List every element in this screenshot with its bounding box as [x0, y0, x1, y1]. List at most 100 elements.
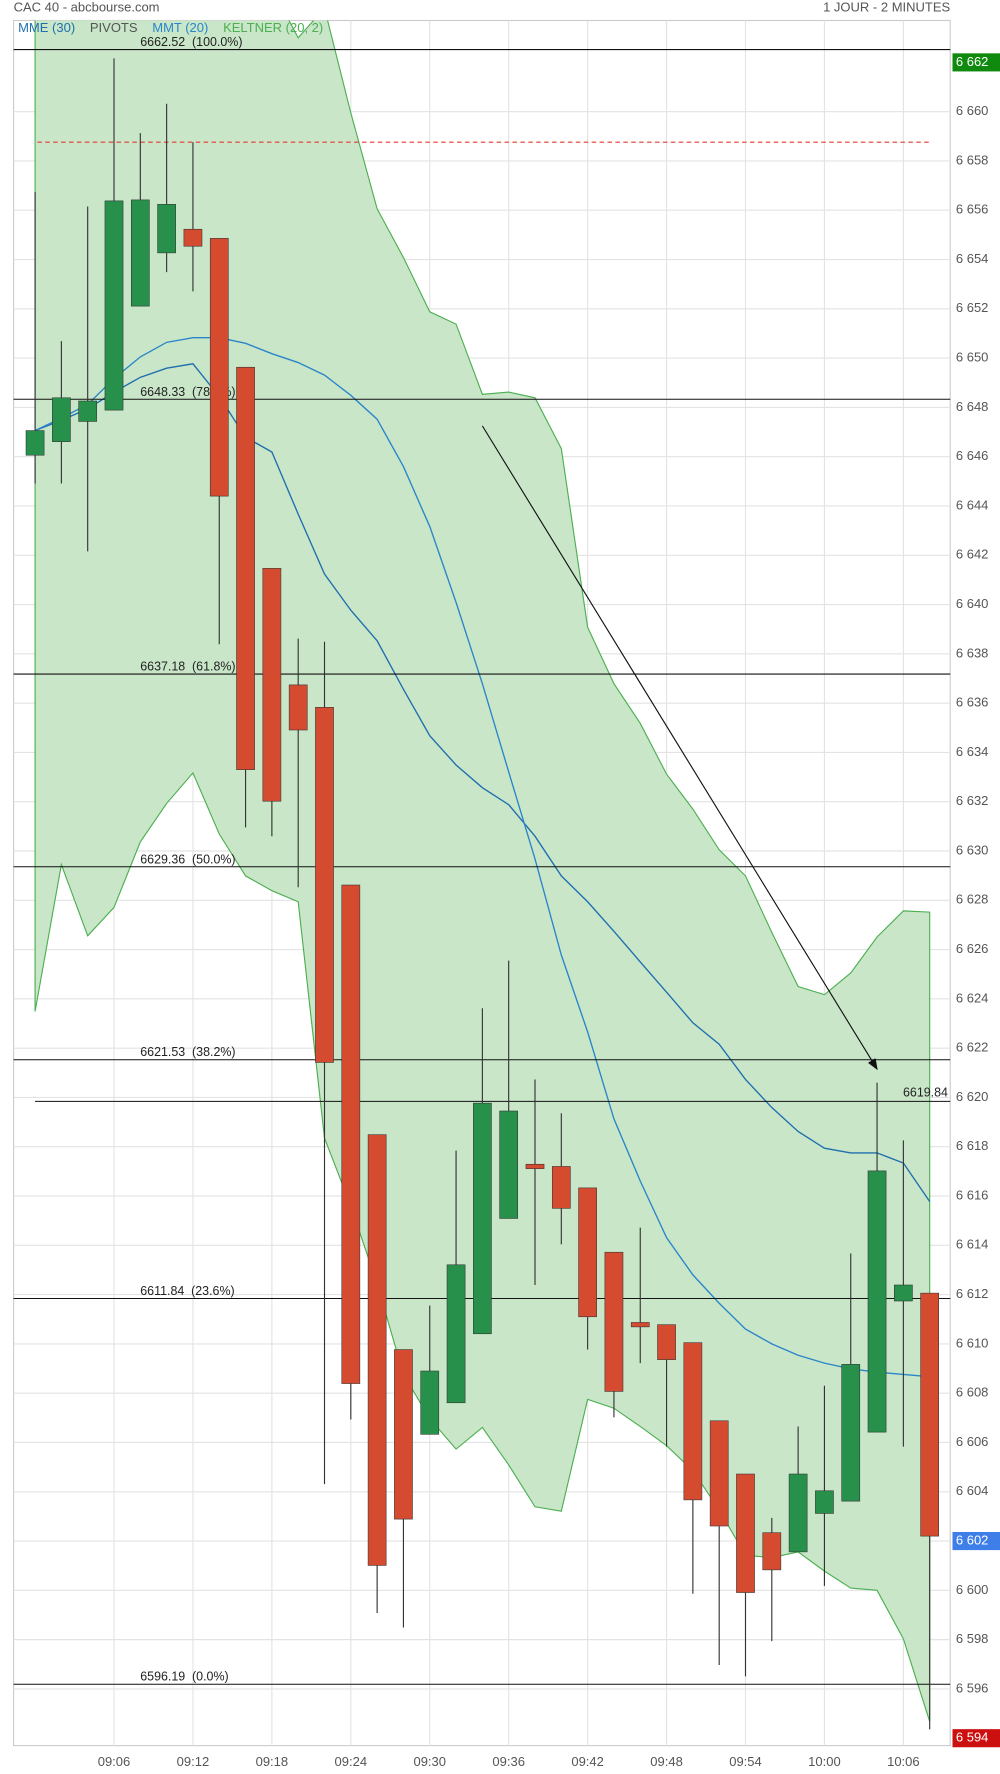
candle-body: [736, 1473, 755, 1593]
y-tick-label: 6 648: [956, 399, 989, 414]
candle-body: [657, 1324, 676, 1360]
candle-body: [52, 397, 71, 442]
price-marker: [952, 1729, 1000, 1748]
candle-body: [815, 1490, 834, 1514]
y-tick-label: 6 606: [956, 1434, 989, 1449]
candle-body: [788, 1473, 808, 1553]
candle-body: [104, 200, 124, 411]
fib-price: 6648.33: [140, 385, 185, 399]
candle-body: [78, 400, 98, 422]
y-tick-label: 6 654: [956, 251, 989, 266]
y-tick-label: 6 632: [956, 793, 989, 808]
trend-arrow: [481, 425, 878, 1071]
candle-body: [236, 366, 255, 770]
y-tick-label: 6 634: [956, 744, 989, 759]
x-tick-label: 09:12: [177, 1754, 210, 1769]
y-tick-label: 6 612: [956, 1286, 989, 1301]
x-tick-label: 09:18: [256, 1754, 289, 1769]
y-tick-label: 6 604: [956, 1483, 989, 1498]
candle-body: [288, 684, 308, 731]
y-tick-label: 6 650: [956, 350, 989, 365]
y-tick-label: 6 630: [956, 842, 989, 857]
fib-ratio: (61.8%): [192, 660, 236, 674]
y-tick-label: 6 640: [956, 596, 989, 611]
y-tick-label: 6 610: [956, 1335, 989, 1350]
y-tick-label: 6 646: [956, 448, 989, 463]
x-tick-label: 09:36: [492, 1754, 525, 1769]
x-tick-label: 10:00: [808, 1754, 841, 1769]
fib-ratio: (0.0%): [192, 1670, 229, 1684]
y-tick-label: 6 622: [956, 1040, 989, 1055]
candle-body: [841, 1364, 861, 1502]
fib-price: 6596.19: [140, 1670, 185, 1684]
x-tick-label: 09:48: [650, 1754, 683, 1769]
indicator-line: [34, 336, 930, 1378]
fib-ratio: (38.2%): [192, 1045, 236, 1059]
y-tick-label: 6 600: [956, 1582, 989, 1597]
price-line-label: 6619.84: [903, 1086, 948, 1100]
candle-body: [420, 1370, 440, 1435]
candle-body: [394, 1349, 413, 1520]
candle-body: [130, 199, 150, 307]
fib-price: 6621.53: [140, 1045, 185, 1059]
y-tick-label: 6 652: [956, 300, 989, 315]
candle-body: [867, 1170, 887, 1433]
price-marker: [952, 1531, 1000, 1551]
x-tick-label: 09:30: [413, 1754, 446, 1769]
candle-body: [367, 1134, 387, 1566]
chart-title: CAC 40 - abcbourse.com: [14, 0, 160, 14]
plot-frame: [13, 19, 951, 1747]
y-tick-label: 6 638: [956, 645, 989, 660]
candle-body: [762, 1532, 782, 1571]
candle-body: [894, 1284, 913, 1302]
y-tick-label: 6 642: [956, 547, 989, 562]
candle-body: [157, 204, 176, 254]
y-tick-label: 6 660: [956, 103, 989, 118]
price-marker: [952, 53, 1000, 72]
legend-entry: MMT (20): [152, 20, 208, 35]
candle-body: [341, 884, 361, 1384]
fib-ratio: (100.0%): [192, 35, 242, 49]
price-marker-label: 6 662: [956, 54, 989, 69]
y-tick-label: 6 596: [956, 1680, 989, 1695]
candle-body: [262, 568, 282, 802]
x-tick-label: 10:06: [887, 1754, 920, 1769]
y-tick-label: 6 608: [956, 1385, 989, 1400]
candle-body: [630, 1322, 650, 1328]
candle-body: [525, 1163, 545, 1169]
price-marker-label: 6 594: [956, 1730, 989, 1745]
y-tick-label: 6 636: [956, 695, 989, 710]
candle-body: [183, 228, 203, 247]
legend-entry: KELTNER (20, 2): [223, 20, 323, 35]
candle-body: [473, 1102, 492, 1335]
marks: 6662.52(100.0%)6648.33(78.6%)6637.18(61.…: [13, 35, 1000, 1748]
fib-price: 6629.36: [140, 852, 185, 866]
chart-subtitle: 1 JOUR - 2 MINUTES: [823, 0, 950, 14]
fib-price: 6662.52: [140, 35, 185, 49]
x-tick-label: 09:24: [335, 1754, 368, 1769]
candle-body: [920, 1292, 940, 1537]
candle-body: [315, 707, 334, 1063]
candle-body: [604, 1251, 624, 1392]
candle-body: [446, 1264, 466, 1404]
candle-body: [499, 1110, 519, 1219]
candle-body: [578, 1187, 597, 1318]
candle-body: [25, 430, 45, 456]
y-tick-label: 6 620: [956, 1089, 989, 1104]
y-tick-label: 6 624: [956, 990, 989, 1005]
y-tick-label: 6 628: [956, 892, 989, 907]
legend-entry: MME (30): [18, 20, 75, 35]
candle-body: [709, 1420, 729, 1527]
fib-ratio: (23.6%): [191, 1284, 235, 1298]
y-tick-label: 6 658: [956, 152, 989, 167]
x-tick-label: 09:06: [98, 1754, 131, 1769]
x-tick-label: 09:42: [571, 1754, 604, 1769]
legend: MME (30) PIVOTS MMT (20) KELTNER (20, 2): [18, 20, 323, 35]
y-tick-label: 6 626: [956, 941, 989, 956]
candle-body: [551, 1166, 571, 1209]
y-tick-label: 6 656: [956, 202, 989, 217]
fib-price: 6611.84: [140, 1284, 184, 1298]
fib-ratio: (50.0%): [192, 852, 236, 866]
